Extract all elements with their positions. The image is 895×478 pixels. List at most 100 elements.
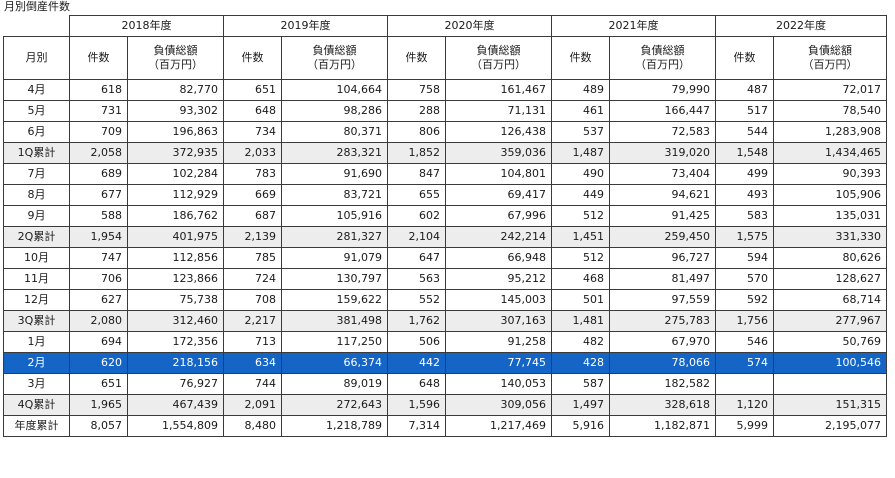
debt-cell: 186,762 (127, 205, 224, 227)
debt-cell: 72,583 (609, 121, 716, 143)
debt-cell: 91,258 (445, 331, 552, 353)
debt-cell: 331,330 (773, 226, 887, 248)
debt-cell: 117,250 (281, 331, 388, 353)
debt-cell: 196,863 (127, 121, 224, 143)
count-cell: 689 (69, 163, 128, 185)
year-header: 2018年度 (69, 15, 224, 37)
debt-cell: 130,797 (281, 268, 388, 290)
count-cell: 1,762 (387, 310, 446, 332)
row-label: 1月 (3, 331, 70, 353)
debt-cell: 95,212 (445, 268, 552, 290)
debt-cell: 75,738 (127, 289, 224, 311)
debt-column-header: 負債総額 （百万円） (609, 36, 716, 80)
debt-cell: 68,714 (773, 289, 887, 311)
debt-cell: 309,056 (445, 394, 552, 416)
count-cell: 669 (223, 184, 282, 206)
debt-cell: 73,404 (609, 163, 716, 185)
count-cell: 713 (223, 331, 282, 353)
debt-cell: 91,079 (281, 247, 388, 269)
debt-cell: 90,393 (773, 163, 887, 185)
year-header-row: 2018年度 2019年度 2020年度 2021年度 2022年度 (3, 15, 887, 37)
debt-cell: 102,284 (127, 163, 224, 185)
row-header-label: 月別 (3, 36, 70, 80)
debt-cell: 66,374 (281, 352, 388, 374)
debt-cell: 97,559 (609, 289, 716, 311)
count-cell: 546 (715, 331, 774, 353)
debt-cell: 67,996 (445, 205, 552, 227)
count-cell: 493 (715, 184, 774, 206)
debt-cell: 372,935 (127, 142, 224, 164)
table-row: 12月 627 75,738 708 159,622 552 145,003 501 97,55… (3, 289, 887, 311)
debt-header-line2: （百万円） (471, 58, 526, 71)
count-cell: 442 (387, 352, 446, 374)
count-cell: 724 (223, 268, 282, 290)
count-cell: 708 (223, 289, 282, 311)
row-label: 12月 (3, 289, 70, 311)
row-label: 10月 (3, 247, 70, 269)
count-cell: 288 (387, 100, 446, 122)
count-cell: 647 (387, 247, 446, 269)
year-header: 2022年度 (715, 15, 887, 37)
table-row: 4Q累計 1,965 467,439 2,091 272,643 1,596 309,056… (3, 394, 887, 416)
debt-cell: 76,927 (127, 373, 224, 395)
count-cell: 648 (387, 373, 446, 395)
count-cell: 651 (223, 79, 282, 101)
debt-cell: 100,546 (773, 352, 887, 374)
debt-cell: 277,967 (773, 310, 887, 332)
row-label: 2月 (3, 352, 70, 374)
debt-cell: 79,990 (609, 79, 716, 101)
count-cell: 2,139 (223, 226, 282, 248)
debt-cell: 145,003 (445, 289, 552, 311)
debt-cell: 1,218,789 (281, 415, 388, 437)
debt-cell: 467,439 (127, 394, 224, 416)
count-cell: 7,314 (387, 415, 446, 437)
table-body: 4月 618 82,770 651 104,664 758 161,467 489 79,990… (3, 79, 887, 437)
debt-cell: 161,467 (445, 79, 552, 101)
count-column-header: 件数 (715, 36, 774, 80)
debt-cell: 307,163 (445, 310, 552, 332)
table-row: 10月 747 112,856 785 91,079 647 66,948 512 96,727… (3, 247, 887, 269)
row-label: 4Q累計 (3, 394, 70, 416)
debt-cell: 78,540 (773, 100, 887, 122)
debt-cell: 1,217,469 (445, 415, 552, 437)
debt-header-line2: （百万円） (802, 58, 858, 71)
debt-cell: 328,618 (609, 394, 716, 416)
debt-cell: 151,315 (773, 394, 887, 416)
count-cell: 785 (223, 247, 282, 269)
count-cell: 2,217 (223, 310, 282, 332)
row-label: 年度累計 (3, 415, 70, 437)
debt-header-line2: （百万円） (148, 58, 203, 71)
count-cell: 588 (69, 205, 128, 227)
debt-column-header: 負債総額 （百万円） (445, 36, 552, 80)
count-cell: 461 (551, 100, 610, 122)
debt-header-line1: 負債総額 (476, 44, 521, 57)
table-row: 8月 677 112,929 669 83,721 655 69,417 449 94,621 4… (3, 184, 887, 206)
count-cell: 570 (715, 268, 774, 290)
table-row: 11月 706 123,866 724 130,797 563 95,212 468 81,49… (3, 268, 887, 290)
count-cell: 2,080 (69, 310, 128, 332)
count-cell: 552 (387, 289, 446, 311)
count-cell: 506 (387, 331, 446, 353)
debt-cell: 159,622 (281, 289, 388, 311)
count-cell: 2,033 (223, 142, 282, 164)
count-cell: 634 (223, 352, 282, 374)
debt-cell: 126,438 (445, 121, 552, 143)
debt-cell: 401,975 (127, 226, 224, 248)
count-cell: 618 (69, 79, 128, 101)
count-cell: 468 (551, 268, 610, 290)
count-cell: 2,091 (223, 394, 282, 416)
count-cell: 512 (551, 247, 610, 269)
debt-cell: 98,286 (281, 100, 388, 122)
debt-column-header: 負債総額 （百万円） (127, 36, 224, 80)
count-cell: 489 (551, 79, 610, 101)
debt-cell: 78,066 (609, 352, 716, 374)
debt-cell: 80,371 (281, 121, 388, 143)
count-cell: 620 (69, 352, 128, 374)
count-cell: 592 (715, 289, 774, 311)
debt-header-line2: （百万円） (307, 58, 362, 71)
debt-cell: 166,447 (609, 100, 716, 122)
count-cell: 1,596 (387, 394, 446, 416)
debt-cell: 359,036 (445, 142, 552, 164)
count-cell: 687 (223, 205, 282, 227)
debt-header-line2: （百万円） (635, 58, 690, 71)
